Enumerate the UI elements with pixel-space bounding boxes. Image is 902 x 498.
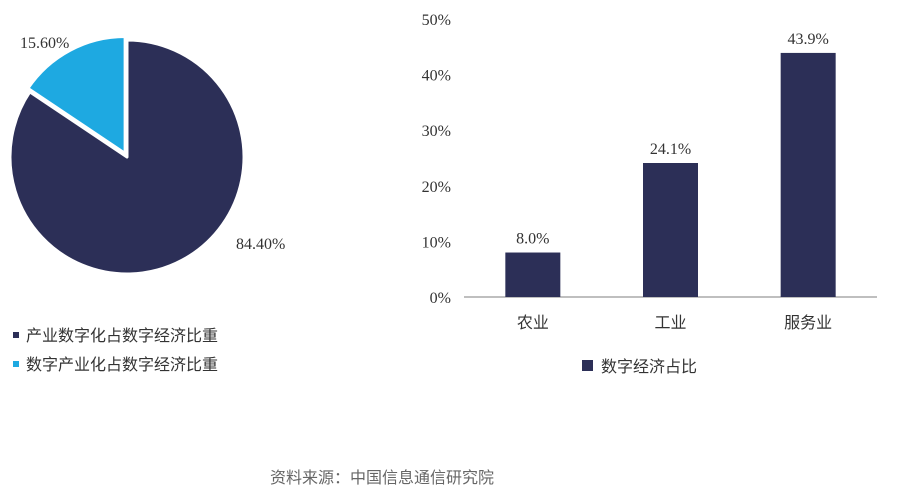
bar-y-tick-label: 30% (422, 123, 451, 140)
bar-chart: 0% 10% 20% 30% 40% 50% 8.0% 24.1% 43.9% 农业 工业 服务业 (422, 12, 877, 332)
bar-data-labels: 8.0% 24.1% 43.9% (516, 31, 829, 248)
bar-y-tick-label: 0% (430, 290, 451, 307)
bar-data-label: 43.9% (788, 31, 829, 48)
bar-category-label: 农业 (517, 313, 549, 332)
bar-legend-swatch (582, 360, 593, 371)
bar (643, 163, 698, 297)
bar-data-label: 24.1% (650, 141, 691, 158)
pie-chart: 15.60% 84.40% (8, 34, 285, 276)
bar-y-tick-label: 20% (422, 179, 451, 196)
pie-slice-digital-industrialization (26, 34, 127, 155)
bar-y-tick-labels: 0% 10% 20% 30% 40% 50% (422, 12, 451, 307)
bar-bars (505, 52, 836, 297)
source-note: 资料来源：中国信息通信研究院 (270, 468, 494, 487)
bar (780, 52, 836, 297)
bar-y-tick-label: 50% (422, 12, 451, 29)
bar-category-label: 工业 (654, 313, 686, 332)
pie-legend-swatch-digital (13, 361, 19, 367)
pie-data-label-digital-industrialization: 15.60% (20, 35, 69, 52)
bar-category-labels: 农业 工业 服务业 (517, 313, 832, 332)
bar-y-tick-label: 10% (422, 234, 451, 251)
pie-legend-swatch-industrial (13, 332, 19, 338)
bar (505, 252, 561, 297)
pie-legend: 产业数字化占数字经济比重 数字产业化占数字经济比重 (13, 326, 218, 374)
pie-legend-label-digital: 数字产业化占数字经济比重 (26, 355, 218, 374)
bar-category-label: 服务业 (784, 313, 832, 332)
bar-y-tick-label: 40% (422, 68, 451, 85)
pie-legend-label-industrial: 产业数字化占数字经济比重 (26, 326, 218, 345)
bar-data-label: 8.0% (516, 231, 549, 248)
pie-data-label-industrial-digitalization: 84.40% (236, 236, 285, 253)
bar-legend: 数字经济占比 (582, 357, 697, 376)
pie-slice-industrial-digitalization (8, 38, 246, 276)
bar-legend-label: 数字经济占比 (601, 357, 697, 376)
